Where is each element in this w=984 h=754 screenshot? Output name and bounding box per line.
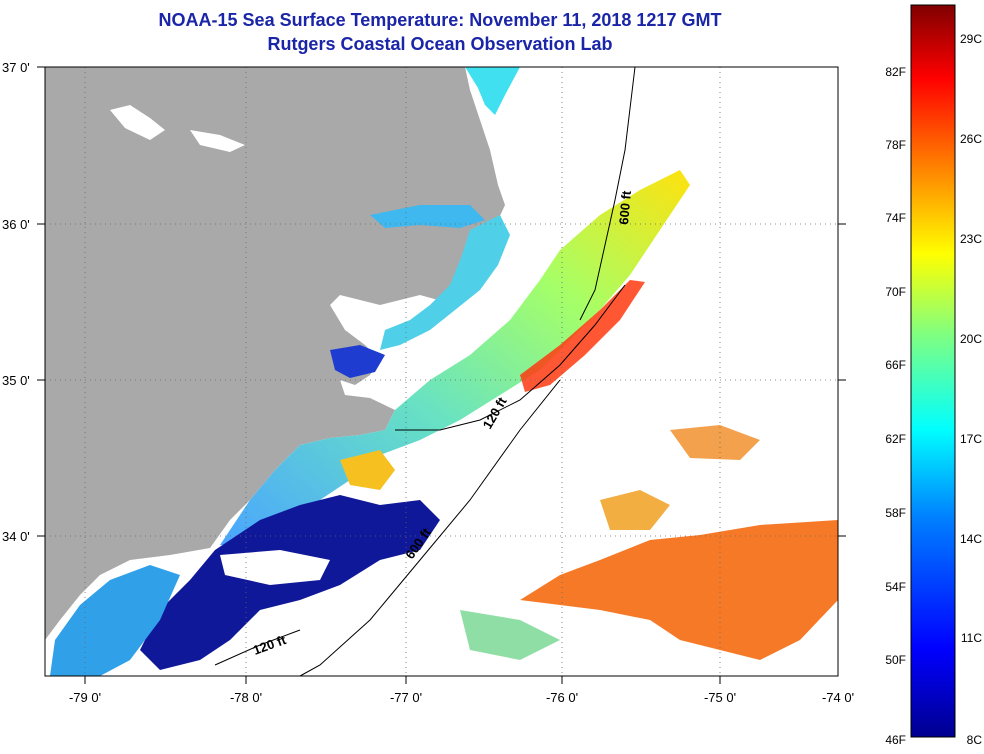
mixed-patch (460, 610, 560, 660)
colorbar-f-label: 74F (885, 211, 906, 225)
albemarle-sound (370, 205, 485, 228)
colorbar-c-label: 29C (960, 32, 982, 46)
map-frame (44, 66, 839, 677)
colorbar-f-label: 70F (885, 285, 906, 299)
cloud-over-land-2 (190, 130, 245, 152)
gulf-stream-warm (520, 520, 838, 660)
colorbar-c-label: 20C (960, 332, 982, 346)
lon-label-78: -78 0' (230, 690, 262, 705)
lon-label-74: -74 0' (822, 690, 854, 705)
isobath-120ft (395, 284, 626, 431)
graticule (45, 67, 838, 676)
isobath-label-600ft-north: 600 ft (616, 189, 634, 225)
white-gap (220, 550, 330, 585)
colorbar-f-label: 62F (885, 432, 906, 446)
lat-label-36: 36 0' (2, 217, 30, 232)
warm-patch-3 (670, 425, 760, 460)
colorbar-c-label: 14C (960, 532, 982, 546)
map-title: NOAA-15 Sea Surface Temperature: Novembe… (158, 10, 722, 30)
colorbar (910, 4, 956, 738)
cloud-over-land (110, 105, 165, 140)
colorbar-celsius-labels: 29C 26C 23C 20C 17C 14C 11C 8C (960, 32, 982, 747)
isobath-120ft-south (214, 629, 301, 666)
colorbar-f-label: 58F (885, 506, 906, 520)
lon-label-77: -77 0' (390, 690, 422, 705)
pamlico-sound (380, 215, 510, 350)
colorbar-c-label: 17C (960, 432, 982, 446)
isobaths (214, 66, 636, 677)
north-coastal-water (465, 67, 520, 115)
yellow-patch (340, 450, 395, 490)
colorbar-f-label: 66F (885, 358, 906, 372)
land (45, 67, 505, 640)
lat-label-35: 35 0' (2, 373, 30, 388)
colorbar-f-label: 54F (885, 580, 906, 594)
colorbar-f-label: 78F (885, 138, 906, 152)
isobath-600ft-north (579, 66, 636, 321)
warm-patch-2 (600, 490, 670, 530)
lon-label-75: -75 0' (704, 690, 736, 705)
lat-label-34: 34 0' (2, 529, 30, 544)
colorbar-f-label: 46F (885, 733, 906, 747)
colorbar-c-label: 23C (960, 232, 982, 246)
lat-label-37: 37 0' (2, 60, 30, 75)
shelf-water (220, 170, 690, 545)
colorbar-f-label: 50F (885, 653, 906, 667)
colorbar-c-label: 11C (961, 631, 982, 645)
colorbar-f-label: 82F (885, 65, 906, 79)
axis-ticks (37, 66, 846, 684)
lon-label-79: -79 0' (69, 690, 101, 705)
colorbar-c-label: 8C (967, 733, 983, 747)
isobath-600ft-south (299, 379, 561, 677)
cool-nearshore (50, 565, 180, 676)
estuary (330, 345, 385, 378)
lon-label-76: -76 0' (546, 690, 578, 705)
warm-front (520, 280, 645, 392)
colorbar-c-label: 26C (960, 132, 982, 146)
colorbar-fahrenheit-labels: 82F 78F 74F 70F 66F 62F 58F 54F 50F 46F (885, 65, 906, 747)
map-subtitle: Rutgers Coastal Ocean Observation Lab (267, 34, 613, 54)
